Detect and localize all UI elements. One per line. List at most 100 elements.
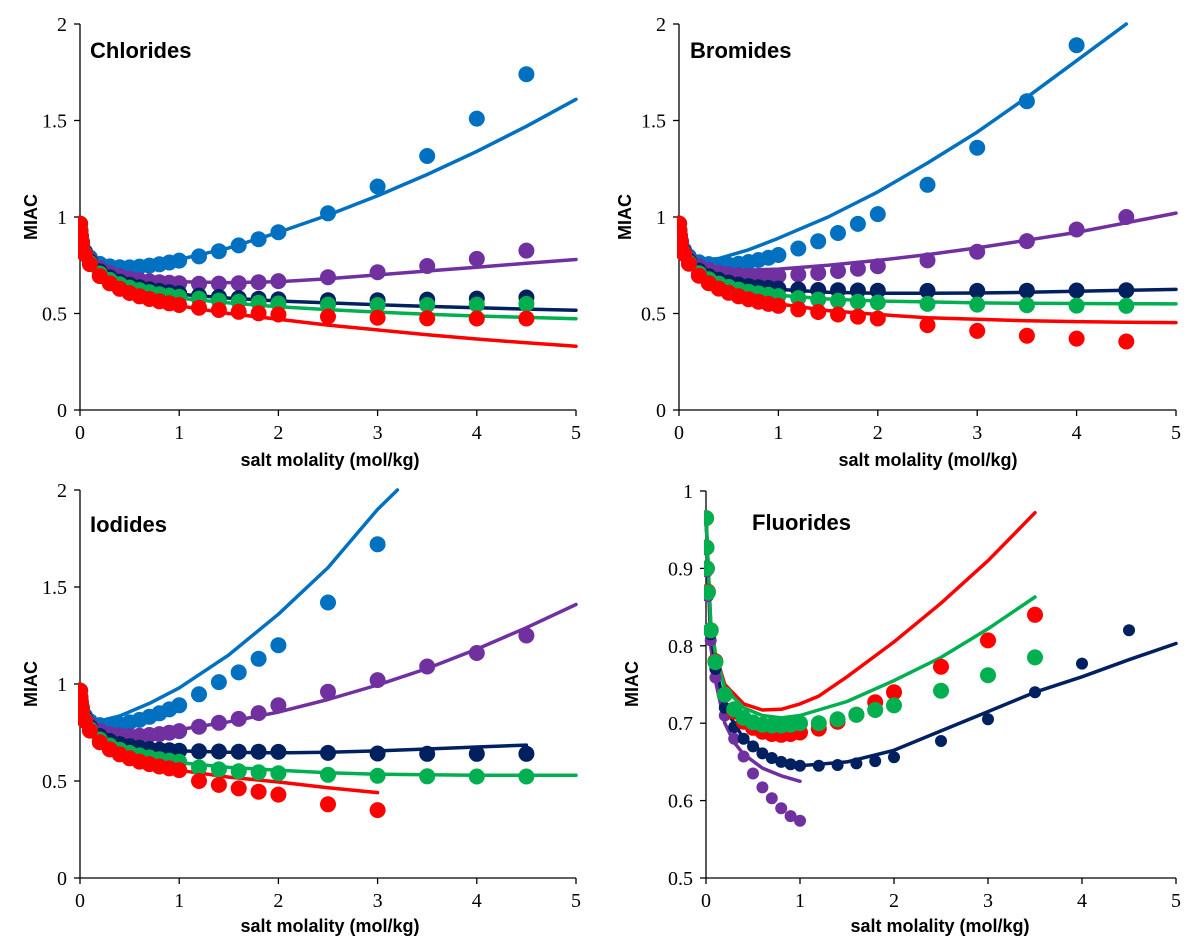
data-point-KX (518, 745, 535, 762)
data-point-KX (320, 744, 336, 761)
data-point-CsX (680, 255, 697, 272)
data-point-NaX (1018, 233, 1035, 250)
data-point-NaX (320, 269, 336, 286)
data-point-CsX (81, 256, 98, 273)
y-tick-label: 1 (656, 207, 666, 229)
data-point-NaX (210, 714, 227, 731)
chart-title: Chlorides (90, 38, 191, 63)
data-point-NaX (320, 683, 336, 700)
data-point-LiX (919, 176, 936, 193)
data-point-RbX (320, 766, 336, 783)
data-point-RbX (849, 293, 866, 310)
data-point-NaX (869, 258, 886, 275)
data-point-NaX (171, 723, 188, 740)
data-point-KX (191, 743, 207, 760)
data-point-NaX (210, 275, 227, 292)
data-point-RbX (518, 295, 535, 312)
data-point-CsX (171, 297, 188, 313)
data-point-RbX (369, 767, 386, 784)
data-point-NaX (775, 802, 788, 815)
data-point-CsX (1068, 330, 1085, 347)
x-axis-label: salt molality (mol/kg) (240, 450, 419, 470)
data-point-KX (1123, 624, 1135, 637)
y-tick-label: 2 (656, 14, 666, 36)
data-point-LiX (869, 206, 886, 223)
data-point-NaX (1118, 209, 1135, 225)
plot-area (677, 22, 1178, 350)
data-point-KX (869, 282, 886, 299)
data-point-KX (888, 751, 900, 764)
x-tick-label: 0 (75, 422, 85, 444)
plot-area (704, 510, 1178, 827)
data-point-KX (765, 752, 778, 764)
data-point-LiX (210, 674, 227, 691)
data-point-RbX (369, 297, 386, 313)
data-point-KX (935, 735, 947, 747)
y-tick-label: 0.7 (668, 713, 693, 735)
data-point-LiX (810, 233, 827, 250)
data-point-KX (1068, 282, 1085, 299)
data-point-NaX (191, 275, 207, 292)
x-tick-label: 5 (571, 422, 581, 444)
data-point-NaX (919, 252, 936, 269)
data-point-KX (831, 759, 844, 771)
data-point-KX (850, 757, 863, 770)
data-point-RbX (886, 697, 902, 714)
chart-title: Bromides (690, 38, 791, 63)
data-point-RbX (867, 702, 884, 718)
y-tick-label: 0 (57, 868, 67, 890)
data-point-NaX (737, 750, 750, 763)
data-point-LiX (230, 664, 247, 681)
data-point-NaX (518, 627, 535, 644)
x-tick-label: 1 (174, 422, 184, 444)
chart-panel-1: 0 1 2 3 4 5 0 0.5 1 1.5 2 salt molality (mol/kg) MIA… (21, 14, 581, 470)
x-tick-label: 2 (273, 890, 283, 912)
y-axis-label: MIAC (615, 194, 635, 240)
data-point-RbX (468, 768, 485, 785)
data-point-NaX (784, 810, 797, 823)
data-point-CsX (980, 632, 996, 649)
x-axis-label: salt molality (mol/kg) (838, 450, 1017, 470)
y-tick-label: 0.8 (668, 636, 693, 658)
data-point-NaX (250, 274, 267, 291)
data-point-RbX (468, 296, 485, 313)
x-tick-label: 2 (889, 890, 899, 912)
data-point-KX (1029, 686, 1041, 699)
x-axis-label: salt molality (mol/kg) (850, 916, 1029, 936)
data-point-KX (756, 747, 769, 760)
data-point-RbX (1027, 649, 1043, 666)
x-tick-label: 5 (1171, 422, 1181, 444)
y-tick-label: 1 (57, 207, 67, 229)
data-point-KX (982, 713, 994, 726)
y-tick-label: 1.5 (42, 577, 67, 599)
data-point-NaX (728, 732, 741, 745)
data-point-CsX (250, 305, 267, 322)
data-point-RbX (1118, 297, 1135, 314)
x-tick-label: 1 (795, 890, 805, 912)
data-point-KX (171, 742, 188, 759)
data-point-NaX (270, 273, 287, 290)
data-point-CsX (191, 773, 207, 789)
data-point-KX (775, 755, 788, 768)
data-point-LiX (830, 225, 846, 241)
data-point-KX (812, 759, 825, 772)
data-point-RbX (933, 682, 949, 699)
x-tick-label: 5 (571, 890, 581, 912)
data-point-KX (419, 745, 436, 762)
data-point-LiX (191, 248, 207, 265)
y-tick-label: 1.5 (641, 111, 666, 133)
data-point-RbX (792, 715, 808, 732)
data-point-NaX (790, 266, 807, 283)
data-point-LiX (320, 205, 336, 222)
x-tick-label: 2 (873, 422, 883, 444)
data-point-CsX (1118, 333, 1135, 350)
data-point-RbX (704, 510, 715, 527)
data-point-RbX (848, 706, 865, 723)
y-tick-label: 1.5 (42, 111, 67, 133)
y-tick-label: 0 (656, 400, 666, 422)
data-point-KX (784, 758, 797, 771)
data-point-KX (794, 759, 806, 772)
x-tick-label: 0 (75, 890, 85, 912)
data-point-LiX (790, 240, 807, 257)
